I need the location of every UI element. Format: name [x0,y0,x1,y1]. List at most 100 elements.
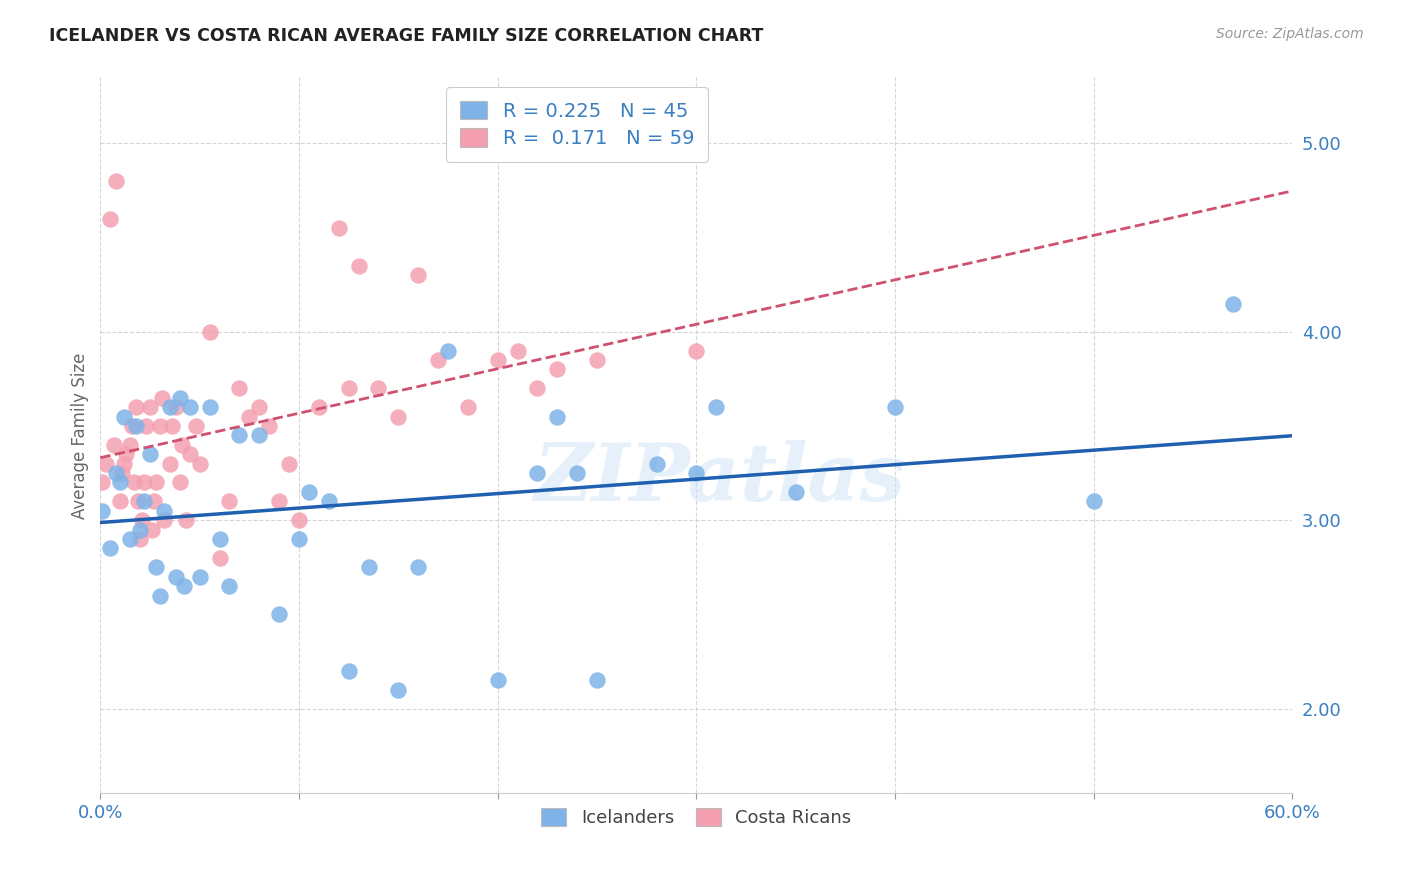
Point [111,466,134,480]
Point [159,400,181,414]
Point [145,560,167,574]
Point [139,400,162,414]
Point [120,438,142,452]
Point [1083,494,1105,508]
Point [135,419,157,434]
Point [526,381,548,395]
Point [139,447,162,461]
Point [153,513,176,527]
Point [427,353,450,368]
Point [586,673,609,688]
Legend: Icelanders, Costa Ricans: Icelanders, Costa Ricans [534,801,859,834]
Point [110,494,132,508]
Point [127,494,149,508]
Point [387,682,409,697]
Point [586,353,609,368]
Point [526,466,548,480]
Point [406,268,429,283]
Point [150,391,173,405]
Point [121,419,143,434]
Point [170,438,193,452]
Point [96,457,118,471]
Point [188,457,211,471]
Point [685,343,707,358]
Point [112,409,135,424]
Point [198,400,221,414]
Point [228,381,250,395]
Point [120,532,142,546]
Point [645,457,668,471]
Point [169,475,191,490]
Point [406,560,429,574]
Point [328,221,350,235]
Point [318,494,340,508]
Point [308,400,330,414]
Point [367,381,389,395]
Point [269,607,291,622]
Point [337,381,360,395]
Point [208,550,231,565]
Point [105,466,128,480]
Point [145,475,167,490]
Point [288,513,311,527]
Point [704,400,727,414]
Point [884,400,907,414]
Point [159,457,181,471]
Text: ZIPatlas: ZIPatlas [534,440,907,517]
Point [179,447,201,461]
Point [169,391,191,405]
Point [174,513,197,527]
Point [685,466,707,480]
Point [247,428,270,442]
Point [131,513,153,527]
Point [143,494,166,508]
Point [129,523,152,537]
Point [506,343,529,358]
Point [105,174,128,188]
Point [98,541,121,556]
Point [165,570,187,584]
Point [129,532,152,546]
Point [247,400,270,414]
Point [115,447,138,461]
Point [486,673,509,688]
Point [173,579,195,593]
Point [160,419,183,434]
Point [546,362,568,376]
Point [298,484,321,499]
Point [110,475,132,490]
Point [218,579,240,593]
Point [132,475,155,490]
Point [565,466,588,480]
Point [198,325,221,339]
Point [103,438,125,452]
Point [785,484,807,499]
Point [387,409,409,424]
Point [153,504,176,518]
Y-axis label: Average Family Size: Average Family Size [72,352,89,518]
Text: ICELANDER VS COSTA RICAN AVERAGE FAMILY SIZE CORRELATION CHART: ICELANDER VS COSTA RICAN AVERAGE FAMILY … [49,27,763,45]
Point [122,475,145,490]
Point [437,343,460,358]
Point [546,409,568,424]
Point [179,400,201,414]
Point [238,409,260,424]
Point [125,400,148,414]
Point [165,400,187,414]
Point [125,419,148,434]
Point [486,353,509,368]
Point [132,494,155,508]
Text: Source: ZipAtlas.com: Source: ZipAtlas.com [1216,27,1364,41]
Point [357,560,380,574]
Point [337,664,360,678]
Point [288,532,311,546]
Point [98,211,121,226]
Point [269,494,291,508]
Point [184,419,207,434]
Point [278,457,301,471]
Point [149,589,172,603]
Point [141,523,163,537]
Point [149,419,172,434]
Point [112,457,135,471]
Point [457,400,479,414]
